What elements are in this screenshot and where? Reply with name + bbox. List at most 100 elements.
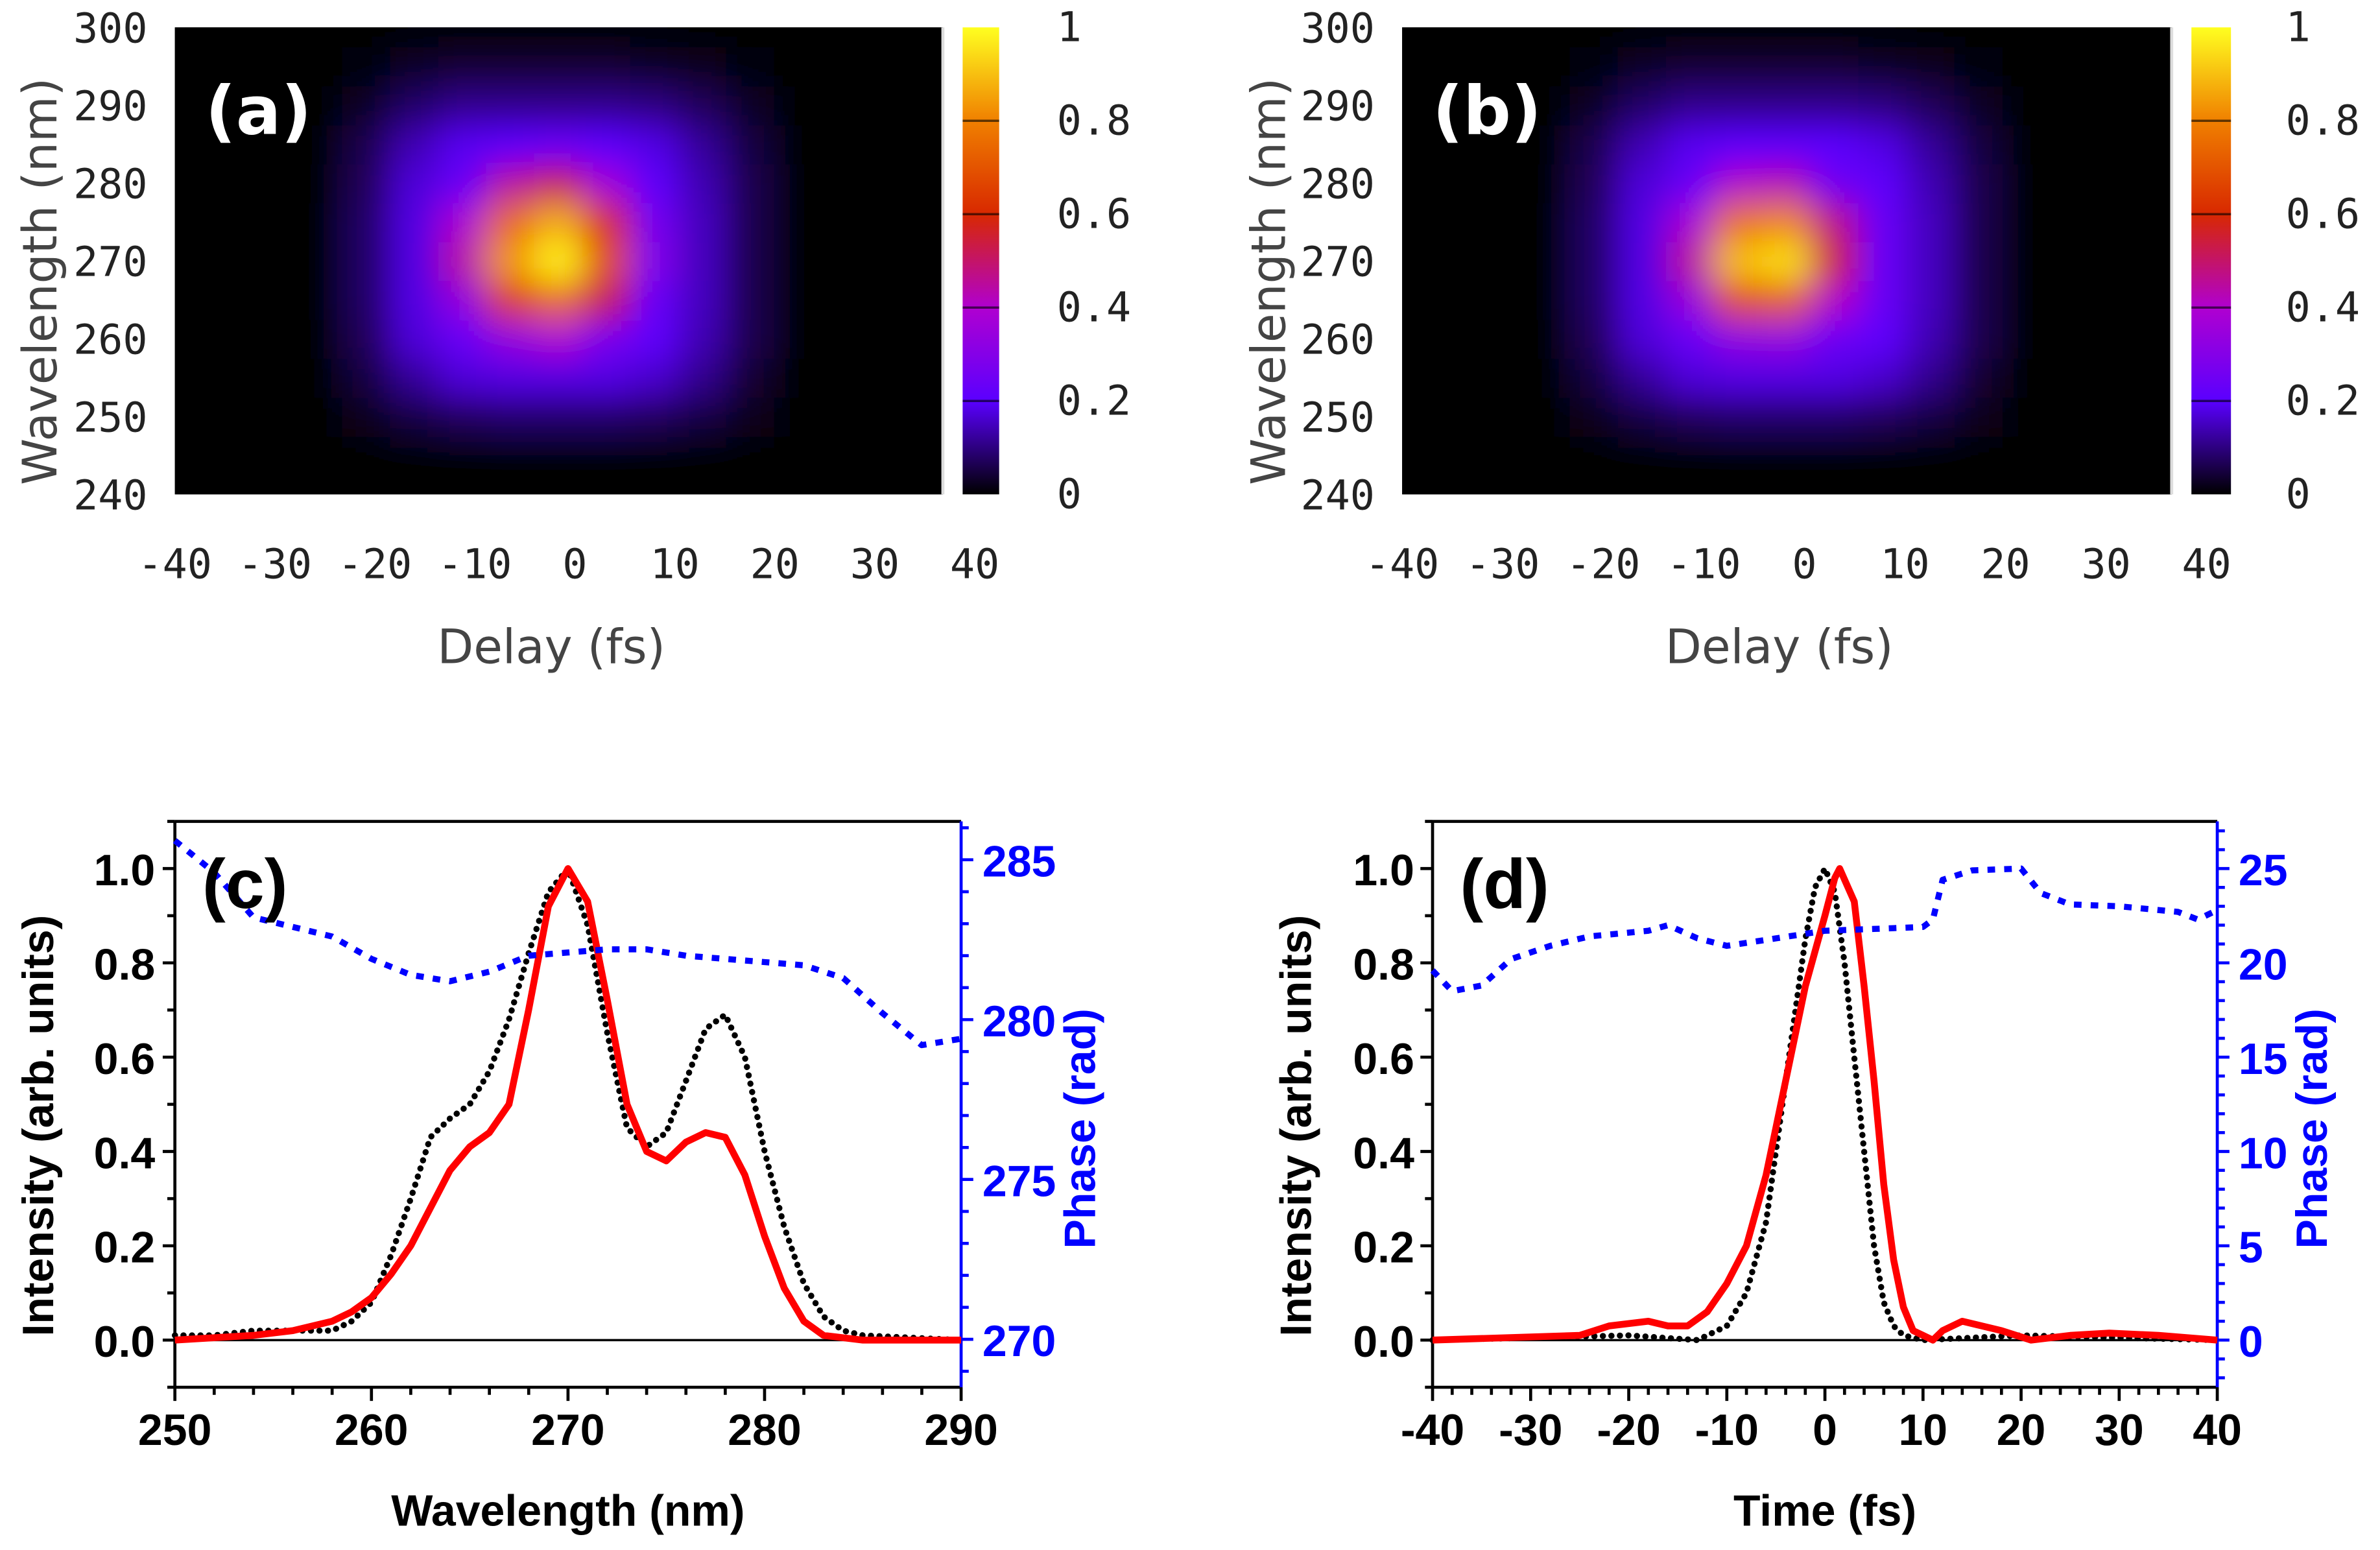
heatmap-cell (390, 85, 440, 126)
heatmap-cell (294, 163, 344, 204)
heatmap-cell (486, 396, 536, 437)
heatmap-cell (1425, 124, 1475, 165)
heatmap-cell (1665, 124, 1716, 165)
heatmap-cell (294, 474, 344, 495)
x-tick-label: 0 (1792, 540, 1816, 588)
heatmap-cell (1714, 435, 1764, 476)
heatmap-cell (1762, 124, 1812, 165)
heatmap-cell (2002, 318, 2053, 359)
heatmap-cell (774, 474, 824, 495)
heatmap-cell (1714, 280, 1764, 320)
y-axis-label: Intensity (arb. units) (14, 915, 63, 1337)
heatmap-cell (1473, 435, 1523, 476)
heatmap-cell (2051, 357, 2100, 398)
x-tick-label: 20 (1997, 1405, 2046, 1455)
heatmap-cell (870, 46, 920, 87)
heatmap-cell (1714, 396, 1764, 437)
y-tick-label: 240 (73, 471, 147, 519)
heatmap-cell (2099, 318, 2148, 359)
y-tick-label: 240 (1301, 471, 1375, 519)
heatmap-cell (2147, 435, 2172, 476)
heatmap-cell (1665, 396, 1716, 437)
x-tick-label: 250 (138, 1405, 211, 1455)
heatmap-cell (1810, 396, 1860, 437)
heatmap-cell (390, 474, 440, 495)
y2-tick-label: 5 (2239, 1223, 2263, 1272)
heatmap-cell (174, 46, 200, 87)
heatmap-cell (438, 27, 488, 48)
heatmap-cell (534, 124, 584, 165)
heatmap-cell (390, 357, 440, 398)
heatmap-cell (918, 357, 943, 398)
heatmap-cell (246, 241, 296, 281)
heatmap-cell (198, 280, 248, 320)
colorbar-tick-label: 0.4 (1057, 283, 1131, 331)
heatmap-cell (1714, 124, 1764, 165)
heatmap-cell (1906, 202, 1957, 243)
heatmap-cell (246, 124, 296, 165)
heatmap-cell (1402, 85, 1427, 126)
heatmap-cell (726, 124, 776, 165)
heatmap-cell (774, 85, 824, 126)
heatmap-cell (726, 435, 776, 476)
heatmap-cell (342, 357, 392, 398)
heatmap-cell (774, 27, 824, 48)
x-tick-label: -10 (1667, 540, 1741, 588)
panel-label: (c) (202, 844, 288, 923)
heatmap-cell (1954, 435, 2005, 476)
heatmap-cell (534, 46, 584, 87)
x-axis-label: Wavelength (nm) (391, 1486, 744, 1535)
heatmap-cell (2002, 357, 2053, 398)
colorbar (962, 27, 999, 495)
heatmap-cell (678, 396, 728, 437)
heatmap-cell (678, 46, 728, 87)
heatmap-cell (2099, 435, 2148, 476)
heatmap-cell (1858, 85, 1909, 126)
y-tick-label: 0.6 (1353, 1034, 1414, 1084)
x-tick-label: -20 (1566, 540, 1640, 588)
heatmap-cell (198, 46, 248, 87)
heatmap-cell (1617, 396, 1668, 437)
heatmap-cell (870, 280, 920, 320)
heatmap-cell (1954, 241, 2005, 281)
heatmap-cell (918, 396, 943, 437)
heatmap-cell (918, 241, 943, 281)
heatmap-cell (1906, 357, 1957, 398)
heatmap-cell (1954, 202, 2005, 243)
heatmap-clip (174, 27, 943, 495)
heatmap-cell (1402, 163, 1427, 204)
heatmap-cell (2051, 46, 2100, 87)
heatmap-cell (1665, 202, 1716, 243)
heatmap-cell (1617, 202, 1668, 243)
heatmap-cell (1617, 85, 1668, 126)
heatmap-cell (1714, 357, 1764, 398)
heatmap-cell (822, 435, 872, 476)
colorbar-tick-label: 0.6 (2286, 189, 2360, 237)
heatmap-cell (582, 163, 632, 204)
y-tick-label: 0.6 (94, 1034, 156, 1084)
colorbar-tick-label: 0.8 (2286, 96, 2360, 144)
y-tick-label: 0.2 (1353, 1223, 1414, 1272)
heatmap-cell (342, 280, 392, 320)
heatmap-cell (438, 435, 488, 476)
heatmap-cell (2147, 124, 2172, 165)
heatmap-cell (2099, 202, 2148, 243)
heatmap-cell (1810, 46, 1860, 87)
heatmap-cell (1858, 280, 1909, 320)
heatmap-cell (1714, 202, 1764, 243)
heatmap-cell (198, 241, 248, 281)
heatmap-cell (1521, 241, 1571, 281)
heatmap-cell (1617, 318, 1668, 359)
heatmap-cell (1906, 124, 1957, 165)
heatmap-cell (630, 474, 680, 495)
heatmap-cell (486, 318, 536, 359)
heatmap-cell (1906, 241, 1957, 281)
heatmap-cell (582, 241, 632, 281)
y-tick-label: 260 (1301, 316, 1375, 364)
heatmap-cell (1858, 241, 1909, 281)
y-tick-label: 0.0 (94, 1317, 156, 1366)
y-tick-label: 290 (73, 82, 147, 130)
heatmap-cell (2099, 280, 2148, 320)
heatmap-cell (726, 27, 776, 48)
